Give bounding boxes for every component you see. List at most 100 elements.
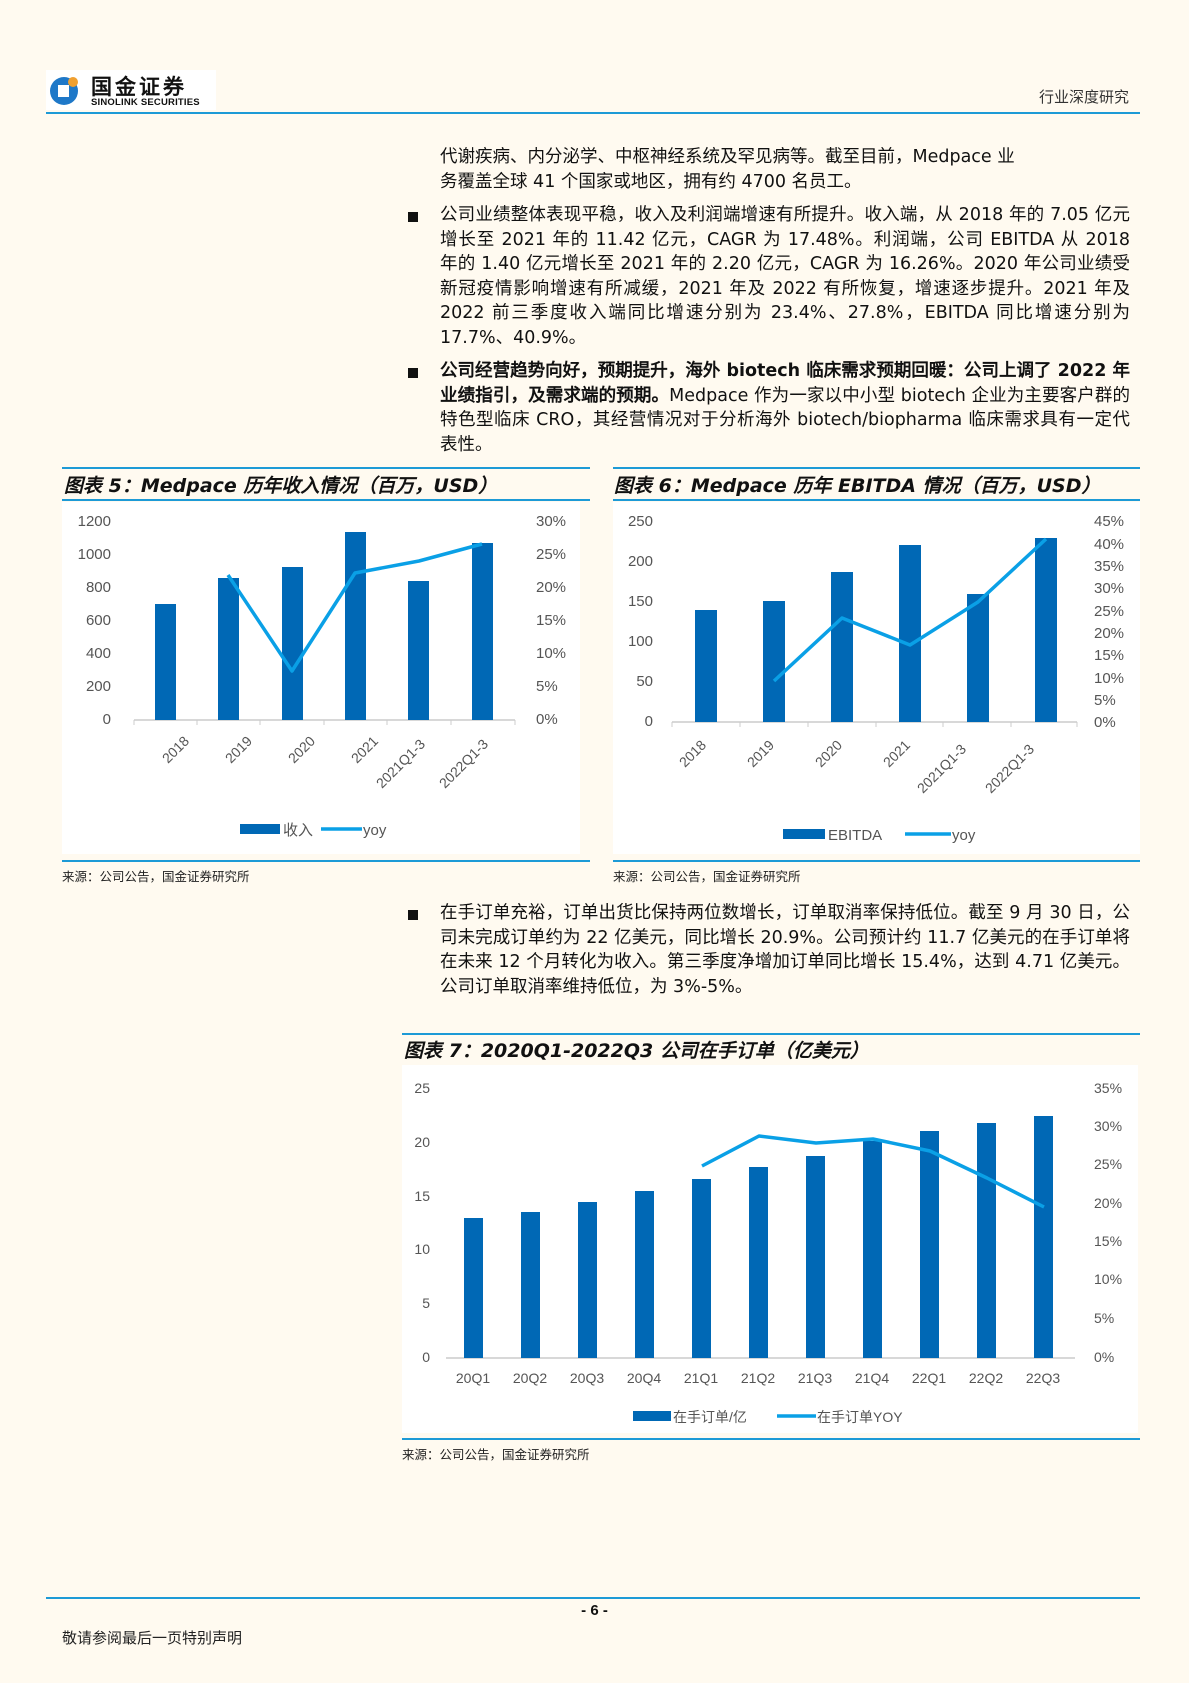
fig5-source: 来源：公司公告，国金证券研究所 — [62, 869, 250, 884]
svg-text:0: 0 — [103, 711, 111, 728]
svg-text:50: 50 — [636, 673, 653, 690]
svg-text:35%: 35% — [1094, 1080, 1122, 1096]
header-rule — [46, 112, 1140, 114]
logo-cn-text: 国金证券 — [91, 75, 187, 99]
bullet-icon — [408, 910, 418, 920]
svg-text:5%: 5% — [1094, 1310, 1114, 1326]
bullet-paragraph-outlook: 公司经营趋势向好，预期提升，海外 biotech 临床需求预期回暖：公司上调了 … — [440, 359, 1130, 457]
backlog-chart-svg: 25 20 15 10 5 0 35% 30% 25% 20% 15% 10% … — [414, 1080, 1122, 1425]
intro-paragraph: 代谢疾病、内分泌学、中枢神经系统及罕见病等。截至目前，Medpace 业 务覆盖… — [440, 145, 1130, 194]
svg-text:600: 600 — [86, 612, 111, 629]
svg-text:20Q4: 20Q4 — [627, 1370, 661, 1386]
svg-text:30%: 30% — [536, 513, 566, 530]
ebitda-chart-svg: 250 200 150 100 50 0 45% 40% 35% 30% 25%… — [628, 513, 1124, 844]
svg-text:45%: 45% — [1094, 513, 1124, 530]
svg-text:0%: 0% — [1094, 714, 1116, 731]
svg-text:21Q2: 21Q2 — [741, 1370, 775, 1386]
svg-text:15%: 15% — [1094, 1233, 1122, 1249]
fig5-bottom-rule — [62, 860, 590, 862]
svg-text:20%: 20% — [1094, 625, 1124, 642]
bullet-lead-bold: 公司经营趋势向好，预期提升，海外 biotech 临床需求预期回暖：公司上调了 … — [440, 361, 1130, 406]
svg-text:250: 250 — [628, 513, 653, 530]
fig7-chart: 25 20 15 10 5 0 35% 30% 25% 20% 15% 10% … — [402, 1065, 1138, 1433]
svg-text:22Q3: 22Q3 — [1026, 1370, 1060, 1386]
svg-text:25: 25 — [414, 1080, 430, 1096]
bullet-icon — [408, 368, 418, 378]
svg-text:5: 5 — [422, 1295, 430, 1311]
fig6-title-rule — [613, 499, 1140, 501]
fig5-top-rule — [62, 467, 590, 469]
footer-rule — [46, 1597, 1140, 1599]
svg-text:2022Q1-3: 2022Q1-3 — [982, 741, 1037, 796]
svg-text:2018: 2018 — [159, 733, 192, 766]
fig6-top-rule — [613, 467, 1140, 469]
fig5-chart: 1200 1000 800 600 400 200 0 30% 25% 20% … — [62, 502, 580, 854]
svg-text:0%: 0% — [536, 711, 558, 728]
page-number: - 6 - — [581, 1602, 608, 1619]
svg-text:10%: 10% — [1094, 1271, 1122, 1287]
svg-text:100: 100 — [628, 633, 653, 650]
svg-text:在手订单YOY: 在手订单YOY — [817, 1409, 903, 1425]
svg-text:21Q4: 21Q4 — [855, 1370, 889, 1386]
fig5-title-rule — [62, 499, 590, 501]
svg-text:1200: 1200 — [78, 513, 111, 530]
svg-text:20%: 20% — [536, 579, 566, 596]
svg-text:30%: 30% — [1094, 1118, 1122, 1134]
bullet-icon — [408, 212, 418, 222]
svg-text:2020: 2020 — [812, 737, 845, 770]
svg-text:5%: 5% — [536, 678, 558, 695]
disclaimer-note: 敬请参阅最后一页特别声明 — [62, 1629, 243, 1647]
fig6-source: 来源：公司公告，国金证券研究所 — [613, 869, 801, 884]
svg-text:30%: 30% — [1094, 580, 1124, 597]
svg-text:0: 0 — [422, 1349, 430, 1365]
logo: 国金证券 SINOLINK SECURITIES — [46, 70, 216, 110]
svg-text:2018: 2018 — [676, 737, 709, 770]
svg-text:1000: 1000 — [78, 546, 111, 563]
fig6-chart: 250 200 150 100 50 0 45% 40% 35% 30% 25%… — [613, 502, 1140, 854]
svg-text:20Q1: 20Q1 — [456, 1370, 490, 1386]
svg-text:150: 150 — [628, 593, 653, 610]
fig5-title: 图表 5：Medpace 历年收入情况（百万，USD） — [64, 475, 498, 497]
sinolink-logo-icon — [50, 77, 78, 105]
svg-text:22Q1: 22Q1 — [912, 1370, 946, 1386]
svg-text:20%: 20% — [1094, 1195, 1122, 1211]
bullet-paragraph-backlog: 在手订单充裕，订单出货比保持两位数增长，订单取消率保持低位。截至 9 月 30 … — [440, 903, 1130, 997]
svg-text:yoy: yoy — [952, 827, 976, 844]
svg-text:200: 200 — [628, 553, 653, 570]
intro-line-1: 代谢疾病、内分泌学、中枢神经系统及罕见病等。截至目前，Medpace 业 — [440, 147, 1015, 167]
bullet-paragraph-performance: 公司业绩整体表现平稳，收入及利润端增速有所提升。收入端，从 2018 年的 7.… — [440, 205, 1130, 348]
svg-text:15%: 15% — [1094, 647, 1124, 664]
svg-text:yoy: yoy — [363, 822, 387, 839]
svg-text:20Q2: 20Q2 — [513, 1370, 547, 1386]
svg-text:800: 800 — [86, 579, 111, 596]
bullet-body: Medpace 作为一家以中小型 biotech 企业为主要客户群的特色型临床 … — [440, 385, 1131, 455]
svg-text:2022Q1-3: 2022Q1-3 — [436, 736, 491, 791]
report-type: 行业深度研究 — [1038, 88, 1129, 106]
svg-text:400: 400 — [86, 645, 111, 662]
fig6-bottom-rule — [613, 860, 1140, 862]
svg-text:21Q3: 21Q3 — [798, 1370, 832, 1386]
svg-text:2020: 2020 — [285, 733, 318, 766]
logo-en-text: SINOLINK SECURITIES — [91, 97, 200, 108]
svg-text:200: 200 — [86, 678, 111, 695]
svg-text:0: 0 — [645, 713, 653, 730]
revenue-chart-svg: 1200 1000 800 600 400 200 0 30% 25% 20% … — [78, 513, 566, 839]
svg-text:10%: 10% — [536, 645, 566, 662]
svg-text:收入: 收入 — [283, 822, 313, 839]
svg-text:10: 10 — [414, 1241, 430, 1257]
svg-text:2019: 2019 — [744, 737, 777, 770]
svg-text:5%: 5% — [1094, 692, 1116, 709]
svg-text:0%: 0% — [1094, 1349, 1114, 1365]
fig7-source: 来源：公司公告，国金证券研究所 — [402, 1447, 590, 1462]
svg-text:15: 15 — [414, 1188, 430, 1204]
fig6-title: 图表 6：Medpace 历年 EBITDA 情况（百万，USD） — [614, 475, 1101, 497]
svg-text:20Q3: 20Q3 — [570, 1370, 604, 1386]
svg-text:2021Q1-3: 2021Q1-3 — [914, 741, 969, 796]
svg-text:2019: 2019 — [222, 733, 255, 766]
svg-text:25%: 25% — [1094, 603, 1124, 620]
fig7-bottom-rule — [402, 1438, 1140, 1440]
svg-text:40%: 40% — [1094, 536, 1124, 553]
svg-text:EBITDA: EBITDA — [828, 827, 882, 844]
svg-text:2021Q1-3: 2021Q1-3 — [373, 736, 428, 791]
fig7-top-rule — [402, 1033, 1140, 1035]
